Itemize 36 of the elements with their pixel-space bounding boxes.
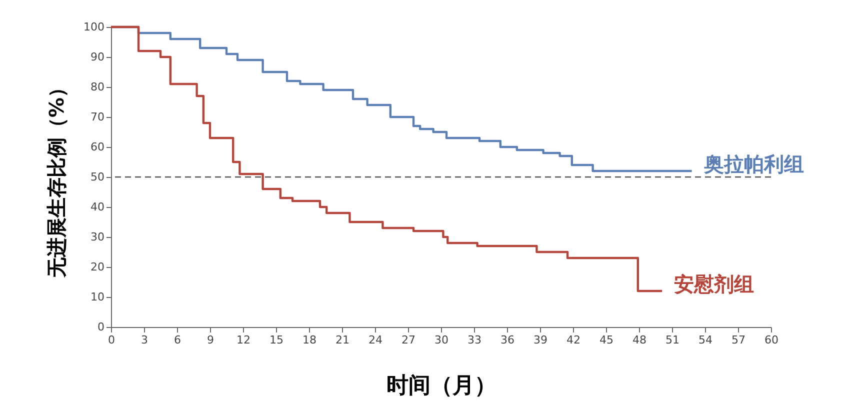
y-tick-label: 70: [90, 110, 104, 124]
series-label: 安慰剂组: [674, 272, 754, 296]
y-tick-label: 90: [90, 50, 104, 64]
x-tick-label: 54: [698, 334, 712, 346]
x-tick-label: 15: [270, 334, 284, 346]
y-tick-label: 50: [90, 170, 104, 184]
x-tick-label: 45: [600, 334, 614, 346]
y-tick-label: 10: [90, 290, 104, 304]
y-tick-label: 30: [90, 230, 104, 244]
x-tick-label: 36: [500, 334, 514, 346]
x-tick-label: 48: [632, 334, 646, 346]
x-tick-label: 57: [732, 334, 746, 346]
x-tick-label: 42: [566, 334, 580, 346]
y-tick-label: 100: [84, 20, 104, 34]
x-tick-label: 21: [336, 334, 350, 346]
x-tick-label: 60: [764, 334, 778, 346]
x-tick-label: 33: [468, 334, 482, 346]
y-tick-label: 60: [90, 140, 104, 154]
x-tick-label: 0: [108, 334, 115, 346]
x-tick-label: 12: [236, 334, 250, 346]
y-axis-title: 无进展生存比例（%）: [44, 77, 69, 279]
y-tick-label: 80: [90, 80, 104, 94]
x-tick-label: 18: [302, 334, 316, 346]
x-axis-title: 时间（月）: [386, 374, 496, 398]
y-tick-label: 20: [90, 260, 104, 274]
x-tick-label: 3: [141, 334, 148, 346]
x-tick-label: 9: [207, 334, 214, 346]
y-tick-label: 40: [90, 200, 104, 214]
x-tick-label: 30: [434, 334, 448, 346]
x-tick-label: 24: [368, 334, 382, 346]
x-tick-label: 39: [534, 334, 548, 346]
x-tick-label: 6: [174, 334, 181, 346]
x-tick-label: 27: [402, 334, 416, 346]
x-tick-label: 51: [666, 334, 680, 346]
series-label: 奥拉帕利组: [702, 152, 804, 176]
y-tick-label: 0: [98, 320, 104, 334]
